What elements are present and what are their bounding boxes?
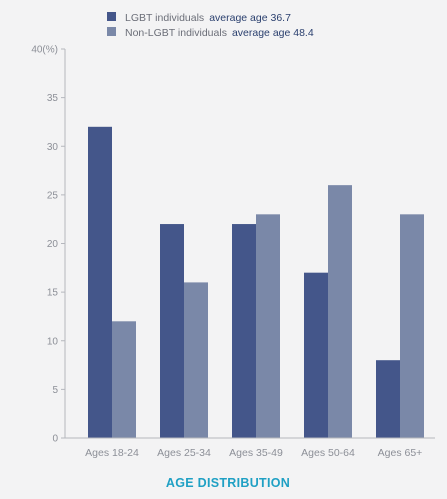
y-tick-label: 20 bbox=[47, 239, 59, 250]
bar-series2-ages-65- bbox=[400, 214, 424, 438]
x-tick-label: Ages 35-49 bbox=[229, 447, 283, 459]
x-axis: Ages 18-24 Ages 25-34 Ages 35-49 Ages 50-64… bbox=[65, 437, 435, 459]
legend-swatch-2 bbox=[107, 27, 116, 36]
bar-series2-ages-50-64 bbox=[328, 185, 352, 438]
legend-label-2: Non-LGBT individuals bbox=[125, 27, 227, 39]
bar-series2-ages-35-49 bbox=[256, 214, 280, 438]
bar-series1-ages-35-49 bbox=[232, 224, 256, 438]
chart-title: AGE DISTRIBUTION bbox=[166, 476, 290, 490]
bar-series2-ages-25-34 bbox=[184, 282, 208, 438]
legend-note-2: average age 48.4 bbox=[232, 27, 314, 39]
x-tick-label: Ages 18-24 bbox=[85, 447, 139, 459]
y-tick-label: 40(%) bbox=[31, 45, 58, 56]
x-tick-label: Ages 50-64 bbox=[301, 447, 355, 459]
legend: LGBT individuals average age 36.7 Non-LGBT… bbox=[107, 12, 314, 39]
legend-note-1: average age 36.7 bbox=[209, 12, 291, 24]
bar-series1-ages-50-64 bbox=[304, 272, 328, 438]
bars bbox=[88, 126, 424, 439]
y-tick-label: 35 bbox=[47, 93, 59, 104]
y-tick-label: 25 bbox=[47, 190, 59, 201]
x-tick-label: Ages 25-34 bbox=[157, 447, 211, 459]
y-tick-label: 10 bbox=[47, 336, 59, 347]
y-axis: 0 5 10 15 20 25 30 35 40(%) bbox=[31, 45, 66, 445]
bar-series1-ages-65- bbox=[376, 360, 400, 438]
x-tick-label: Ages 65+ bbox=[378, 447, 423, 459]
bar-series1-ages-25-34 bbox=[160, 224, 184, 438]
legend-label-1: LGBT individuals bbox=[125, 12, 204, 24]
y-tick-label: 15 bbox=[47, 288, 59, 299]
bar-series2-ages-18-24 bbox=[112, 321, 136, 438]
y-tick-label: 0 bbox=[52, 434, 58, 445]
legend-swatch-1 bbox=[107, 12, 116, 21]
y-tick-label: 30 bbox=[47, 142, 59, 153]
bar-series1-ages-18-24 bbox=[88, 126, 112, 439]
y-tick-label: 5 bbox=[52, 385, 58, 396]
